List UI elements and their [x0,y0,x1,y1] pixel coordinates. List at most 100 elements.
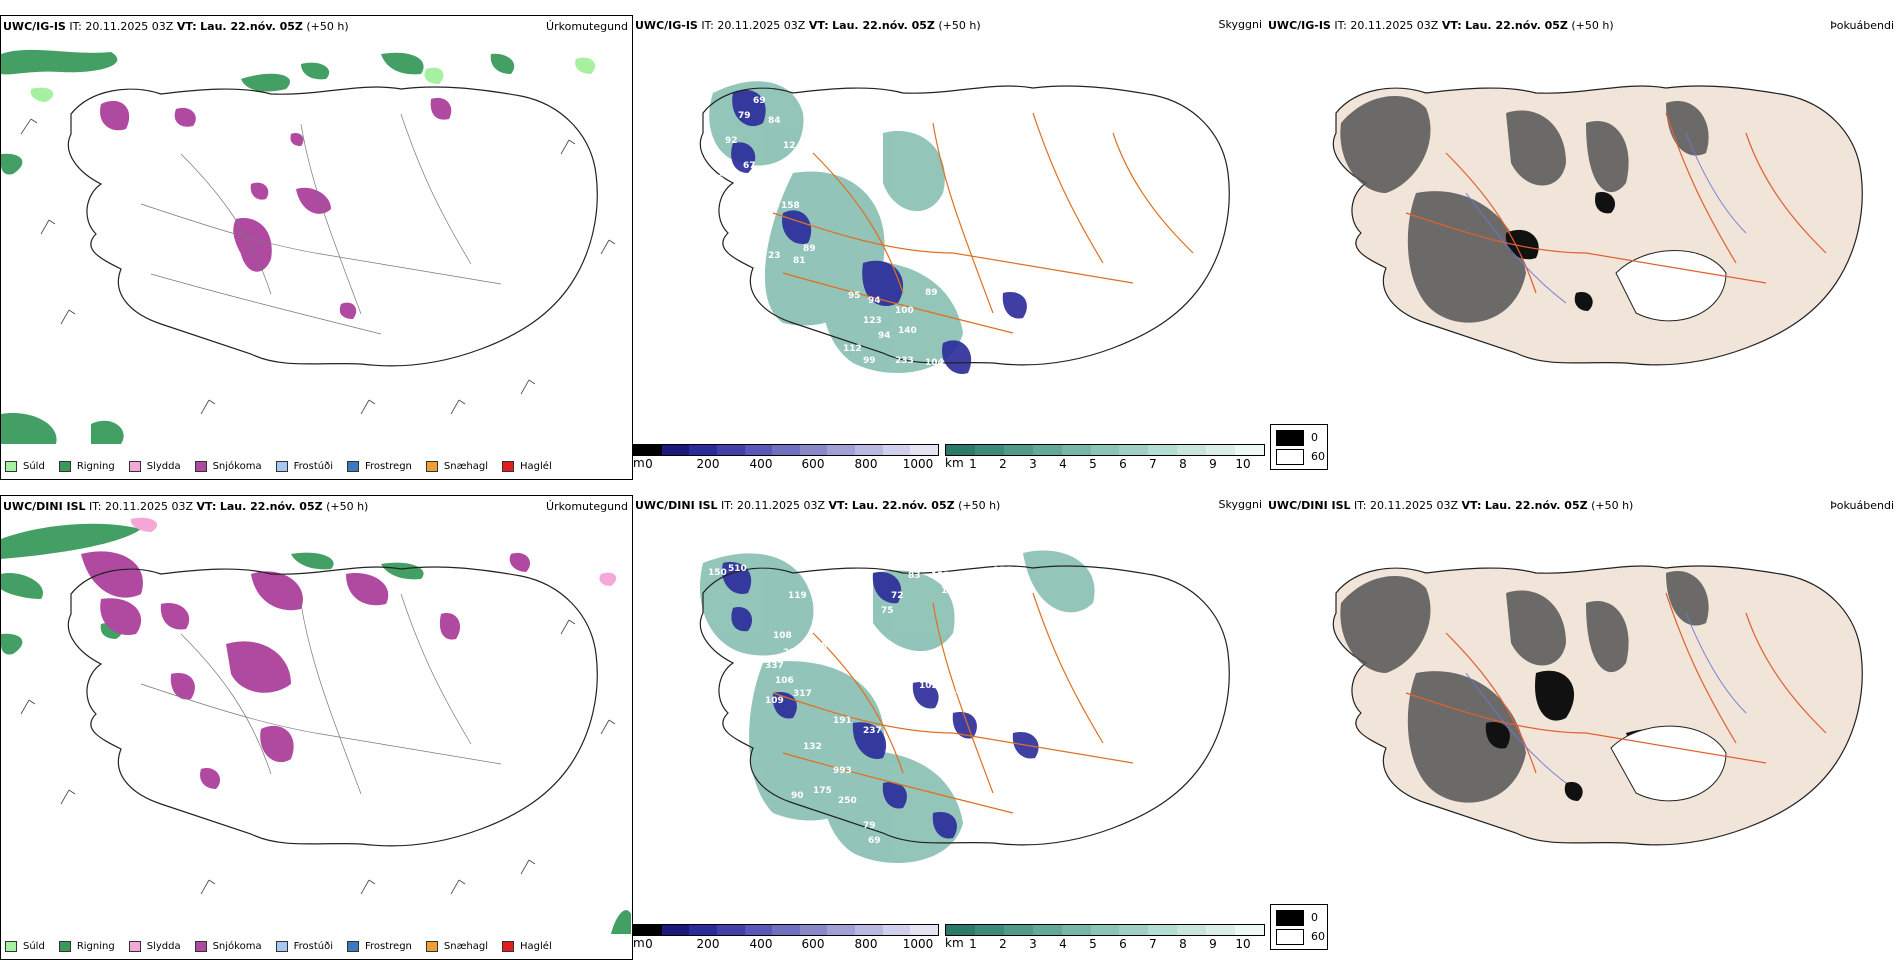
panel-header: UWC/DINI ISL IT: 20.11.2025 03Z VT: Lau.… [1268,499,1634,512]
precip-type-map [1,517,631,934]
cell-label: 993 [833,766,852,776]
cell-label: 337 [765,661,784,671]
tick-label: 800 [854,937,878,951]
cell-label: 69 [868,836,881,846]
cell-label: 116 [705,174,724,184]
legend-swatch [347,460,359,472]
panel-title-dew: Þokuábendi [1830,19,1894,32]
panel-title-precip-type: Úrkomutegund [546,500,628,513]
panel-header: UWC/IG-IS IT: 20.11.2025 03Z VT: Lau. 22… [635,19,981,32]
ceiling-cell-labels: 69 79 84 92 12 116 67 13 120 158 89 23 8… [696,71,1091,401]
panel-title-precip-type: Úrkomutegund [546,20,628,33]
model-row-ig-is: UWC/IG-IS IT: 20.11.2025 03Z VT: Lau. 22… [0,15,1900,480]
legend-swatch [502,460,515,472]
ceiling-visibility-panel: UWC/DINI ISL IT: 20.11.2025 03Z VT: Lau.… [633,495,1266,960]
panel-header: UWC/DINI ISL IT: 20.11.2025 03Z VT: Lau.… [3,500,369,513]
legend-item: Haglél [502,460,552,472]
tick-label: 2 [999,457,1007,471]
cell-label: 94 [878,331,891,341]
cell-label: 233 [895,356,914,366]
tick-label: 3 [1029,457,1037,471]
panel-header: UWC/IG-IS IT: 20.11.2025 03Z VT: Lau. 22… [1268,19,1614,32]
cell-label: 225 [1053,71,1072,81]
tick-label: 1000 [902,937,934,951]
tick-label: 1 [969,937,977,951]
cell-label: 18 [1033,281,1046,291]
cell-label: 317 [793,689,812,699]
tick-label: 4 [1059,937,1067,951]
cell-label: 154 [953,571,972,581]
cell-label: 92 [725,136,738,146]
dew-label: 0 [1311,911,1318,924]
ceiling-colorbar: m 0 200 400 600 800 1000 [633,444,939,472]
cell-label: 508 [833,376,852,386]
tick-label: 200 [696,937,720,951]
dew-label: 60 [1311,930,1325,943]
cell-label: 69 [753,96,766,106]
tick-label: 600 [801,457,825,471]
cell-label: 106 [775,676,794,686]
ceiling-unit: m [633,936,645,950]
legend-item: Rigning [58,460,115,472]
cell-label: 83 [908,571,921,581]
cell-label: 199 [966,703,985,713]
tick-label: 6 [1119,937,1127,951]
cell-label: 93 [955,686,968,696]
cell-label: 13 [696,186,709,196]
cell-label: 99 [863,356,876,366]
cell-label: 89 [803,244,816,254]
tick-label: 10 [1235,457,1251,471]
tick-label: 2 [999,937,1007,951]
tick-label: 6 [1119,457,1127,471]
cell-label: 112 [843,344,862,354]
tick-label: 9 [1209,457,1217,471]
tick-label: 0 [645,937,653,951]
cell-label: 23 [768,251,781,261]
tick-label: 400 [749,457,773,471]
legend-swatch [58,460,71,472]
legend-item: Snjókoma [194,460,262,472]
dew-swatch-0 [1276,430,1304,446]
cell-label: 100 [895,306,914,316]
dewpoint-map [1332,85,1863,366]
tick-label: 3 [1029,937,1037,951]
cell-label: 154 [973,571,992,581]
cell-label: 510 [728,564,747,574]
cell-label: 130 [988,551,1007,561]
panel-title-cloud: Skyggni [1218,498,1262,511]
legend-item: Frostúði [275,460,333,472]
cell-label: 108 [773,631,792,641]
dewpoint-panel: UWC/DINI ISL IT: 20.11.2025 03Z VT: Lau.… [1266,495,1900,960]
cell-label: 84 [768,116,781,126]
cell-label: 109 [765,696,784,706]
panel-title-cloud: Skyggni [1218,18,1262,31]
legend-swatch [128,460,141,472]
legend-swatch [5,460,17,472]
ceiling-map: 69 79 84 92 12 116 67 13 120 158 89 23 8… [696,71,1230,401]
model-row-dini: UWC/DINI ISL IT: 20.11.2025 03Z VT: Lau.… [0,495,1900,960]
panel-header: UWC/DINI ISL IT: 20.11.2025 03Z VT: Lau.… [635,499,1001,512]
cell-label: 223 [783,648,802,658]
cell-label: 158 [781,201,800,211]
cell-label: 72 [891,591,904,601]
precip-type-panel: UWC/IG-IS IT: 20.11.2025 03Z VT: Lau. 22… [0,15,633,480]
cell-label: 79 [863,821,876,831]
tick-label: 800 [854,457,878,471]
panel-title-dew: Þokuábendi [1830,499,1894,512]
cell-label: 12 [783,141,796,151]
cell-label: 125 [941,586,960,596]
visibility-colorbar: km 1 2 3 4 5 6 7 8 9 10 [945,444,1265,472]
cell-label: 104 [925,358,944,368]
cell-label: 175 [813,786,832,796]
tick-label: 9 [1209,937,1217,951]
tick-label: 400 [749,937,773,951]
cell-label: 250 [838,796,857,806]
cell-label: 89 [925,288,938,298]
tick-label: 200 [696,457,720,471]
visibility-unit: km [945,936,964,950]
cell-label: 98 [933,391,946,401]
ceiling-map: 150 510 119 108 223 287 337 106 317 109 … [699,536,1230,863]
tick-label: 7 [1149,457,1157,471]
tick-label: 8 [1179,937,1187,951]
cell-label: 108 [916,658,935,668]
